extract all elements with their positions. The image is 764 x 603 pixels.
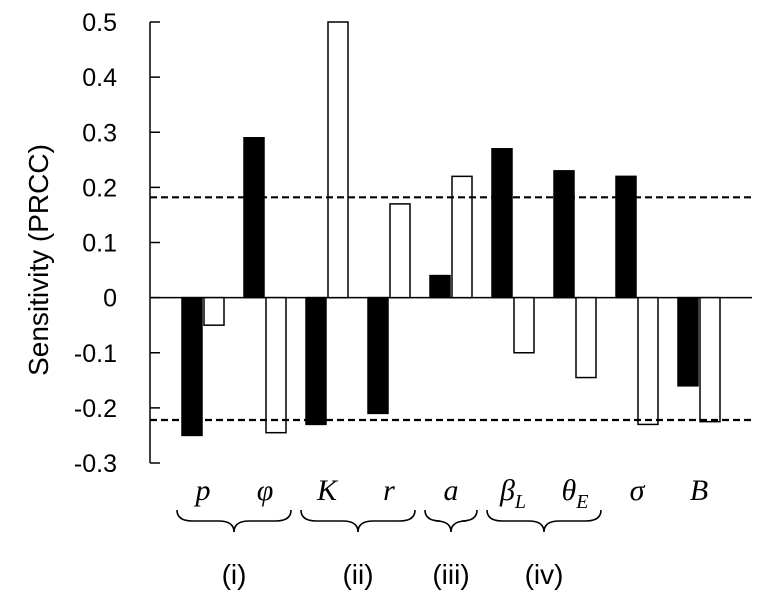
- bar-series-2: [513, 296, 535, 354]
- bar-series-1: [305, 296, 327, 426]
- bar-series-2: [265, 296, 287, 434]
- y-tick-label: -0.2: [74, 395, 117, 423]
- group-label: (i): [222, 559, 247, 590]
- x-tick-label: p: [194, 474, 211, 507]
- group-brace: [300, 509, 416, 533]
- y-tick-label: 0.3: [82, 119, 117, 147]
- y-tick-label: 0.5: [82, 9, 117, 37]
- x-tick-label: r: [383, 474, 395, 507]
- x-tick-label: a: [444, 474, 459, 507]
- y-axis-label: Sensitivity (PRCC): [23, 144, 54, 376]
- bar-series-2: [699, 296, 721, 423]
- bar-series-1: [429, 274, 451, 299]
- x-tick-label: θE: [562, 474, 589, 513]
- bar-series-1: [367, 296, 389, 415]
- group-label: (ii): [342, 559, 373, 590]
- y-tick-label: 0.4: [82, 64, 117, 92]
- y-tick-label: -0.3: [74, 450, 117, 478]
- parameter-groups: (i) (ii) (iii) (iv): [176, 509, 602, 590]
- bars: [181, 21, 721, 437]
- bar-series-1: [181, 296, 203, 437]
- x-tick-label: φ: [257, 474, 274, 507]
- bar-series-2: [575, 296, 597, 379]
- x-tick-label: βL: [499, 474, 526, 513]
- group-brace: [424, 509, 478, 533]
- x-tick-label: K: [316, 474, 339, 507]
- y-tick-label: 0: [103, 285, 117, 313]
- y-tick-label: 0.1: [82, 230, 117, 258]
- bar-series-1: [491, 148, 513, 299]
- bar-series-2: [637, 296, 659, 426]
- bar-series-1: [615, 175, 637, 299]
- axes: 0.5 0.4 0.3 0.2 0.1 0 -0.1 -0.2 -0.3: [74, 9, 752, 478]
- group-brace: [176, 509, 292, 533]
- bar-series-2: [389, 203, 411, 299]
- y-tick-label: 0.2: [82, 174, 117, 202]
- x-tick-label: B: [690, 474, 708, 507]
- bar-series-1: [243, 137, 265, 299]
- bar-series-2: [203, 296, 225, 326]
- x-tick-label: σ: [630, 474, 646, 507]
- group-brace: [486, 509, 602, 533]
- group-label: (iii): [432, 559, 469, 590]
- reference-lines: [150, 196, 752, 422]
- bar-series-1: [553, 170, 575, 299]
- bar-series-2: [451, 175, 473, 299]
- group-label: (iv): [525, 559, 564, 590]
- bar-series-2: [327, 21, 349, 299]
- bar-series-1: [677, 296, 699, 387]
- y-tick-label: -0.1: [74, 340, 117, 368]
